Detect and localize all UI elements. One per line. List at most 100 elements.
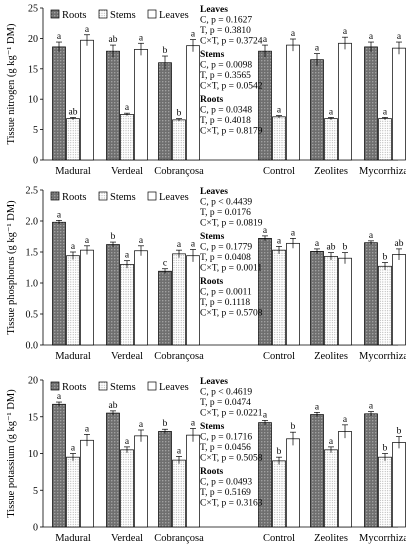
x-tick-label: Madural xyxy=(55,351,91,362)
legend-swatch-stems xyxy=(98,381,108,391)
stats-line: C, p = 0.1627 xyxy=(200,16,252,26)
significance-letter: a xyxy=(263,226,268,236)
significance-letter: a xyxy=(57,210,62,220)
bar-leaves xyxy=(134,250,148,346)
stats-title: Roots xyxy=(200,277,224,287)
x-tick-label: Zeolites xyxy=(314,533,348,544)
y-tick-label: 0 xyxy=(33,523,38,534)
bar-leaves xyxy=(80,249,94,346)
y-tick-label: 1.5 xyxy=(26,248,39,259)
y-tick-label: 0.5 xyxy=(26,310,39,321)
y-tick-label: 10 xyxy=(28,95,38,106)
bar-leaves xyxy=(134,48,148,161)
x-tick-label: Zeolites xyxy=(314,166,348,177)
significance-letter: a xyxy=(291,29,296,39)
y-tick-label: 2.0 xyxy=(26,217,39,228)
x-tick-label: Control xyxy=(263,533,295,544)
bar-leaves xyxy=(80,439,94,528)
significance-letter: a xyxy=(263,35,268,45)
stats-line: T, p = 0.0474 xyxy=(200,398,251,408)
significance-letter: a xyxy=(329,437,334,447)
stats-line: C×T, p = 0.8179 xyxy=(200,127,263,137)
bar-roots xyxy=(158,62,172,161)
y-axis-label: Tissue potassium (g kg⁻¹ DM) xyxy=(6,389,17,518)
x-tick-label: Madural xyxy=(55,533,91,544)
bar-stems xyxy=(324,255,338,346)
chart-panel-1: 0 5 10 15 20 25 Tissue nitrogen (g kg⁻¹ DM) Mad… xyxy=(6,4,406,178)
stats-title: Leaves xyxy=(200,377,228,387)
bar-roots xyxy=(52,403,66,528)
bar-roots xyxy=(258,422,272,528)
significance-letter: b xyxy=(163,46,168,56)
y-tick-label: 10 xyxy=(28,449,38,460)
significance-letter: a xyxy=(315,402,320,412)
legend-label: Roots xyxy=(62,192,87,203)
y-tick-label: 20 xyxy=(28,34,38,45)
bar-roots xyxy=(310,251,324,346)
x-tick-label: Zeolites xyxy=(314,351,348,362)
x-tick-label: Cobrançosa xyxy=(154,166,204,177)
bar-stems xyxy=(66,118,80,161)
bar-leaves xyxy=(338,42,352,161)
bar-roots xyxy=(106,412,120,528)
significance-letter: a xyxy=(383,107,388,117)
bar-leaves xyxy=(392,254,406,346)
bar-leaves xyxy=(134,435,148,528)
stats-line: C×T, p = 0.3724 xyxy=(200,37,263,47)
bar-roots xyxy=(52,221,66,346)
x-tick-label: Mycorrhizal xyxy=(359,351,406,362)
y-tick-label: 15 xyxy=(28,412,38,423)
stats-line: T, p = 0.0456 xyxy=(200,443,251,453)
bar-roots xyxy=(364,242,378,346)
bar-stems xyxy=(120,264,134,346)
stats-line: T, p = 0.5169 xyxy=(200,488,251,498)
stats-title: Leaves xyxy=(200,5,228,15)
y-axis-label: Tissue nitrogen (g kg⁻¹ DM) xyxy=(6,23,17,144)
bar-stems xyxy=(272,460,286,528)
significance-letter: a xyxy=(85,424,90,434)
x-tick-label: Verdeal xyxy=(111,351,143,362)
stats-line: C×T, p = 0.5708 xyxy=(200,309,263,319)
stats-line: C×T, p = 0.3163 xyxy=(200,499,263,509)
stats-line: C×T, p = 0.0221 xyxy=(200,409,263,419)
significance-letter: a xyxy=(139,236,144,246)
bar-leaves xyxy=(186,255,200,346)
bar-leaves xyxy=(338,431,352,528)
significance-letter: ab xyxy=(109,35,118,45)
significance-letter: a xyxy=(329,107,334,117)
bar-roots xyxy=(258,50,272,161)
bar-stems xyxy=(172,459,186,528)
legend-label: Stems xyxy=(110,192,136,203)
stats-line: C, p < 0.4619 xyxy=(200,388,252,398)
bar-stems xyxy=(66,456,80,528)
significance-letter: ab xyxy=(109,401,118,411)
significance-letter: b xyxy=(397,427,402,437)
legend-swatch-leaves xyxy=(147,381,157,391)
bar-stems xyxy=(324,449,338,528)
bar-leaves xyxy=(338,257,352,346)
bar-stems xyxy=(324,118,338,161)
significance-letter: b xyxy=(111,232,116,242)
x-tick-label: Control xyxy=(263,166,295,177)
significance-letter: b xyxy=(343,243,348,253)
y-tick-label: 15 xyxy=(28,64,38,75)
stats-line: C×T, p = 0.0542 xyxy=(200,82,263,92)
y-tick-label: 2.5 xyxy=(26,186,39,197)
legend-label: Stems xyxy=(110,382,136,393)
bar-stems xyxy=(120,114,134,161)
stats-line: C×T, p = 0.0819 xyxy=(200,219,263,229)
bar-leaves xyxy=(286,242,300,346)
significance-letter: a xyxy=(85,25,90,35)
bar-stems xyxy=(172,119,186,161)
significance-letter: a xyxy=(369,32,374,42)
legend-swatch-leaves xyxy=(147,191,157,201)
significance-letter: a xyxy=(139,420,144,430)
significance-letter: a xyxy=(177,240,182,250)
bar-stems xyxy=(272,116,286,161)
x-tick-label: Mycorrhizal xyxy=(359,166,406,177)
legend-label: Stems xyxy=(110,10,136,21)
significance-letter: b xyxy=(277,447,282,457)
significance-letter: b xyxy=(383,444,388,454)
bar-leaves xyxy=(186,45,200,161)
legend-label: Leaves xyxy=(159,10,189,21)
